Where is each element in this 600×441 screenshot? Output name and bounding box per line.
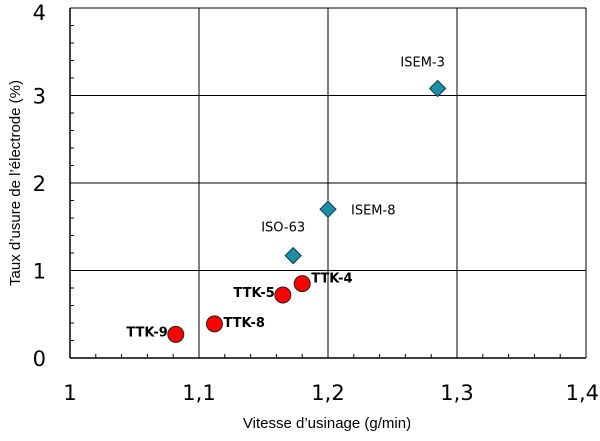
point-label: ISEM-8	[351, 203, 395, 218]
diamond-marker	[284, 246, 302, 265]
x-tick-label: 1,4	[566, 381, 599, 405]
grid	[70, 7, 587, 358]
circle-marker	[205, 315, 223, 333]
circle-marker	[293, 275, 311, 293]
minor-ticks	[69, 7, 587, 359]
point-label: ISEM-3	[400, 56, 444, 71]
y-tick-label: 3	[33, 85, 46, 109]
diamond-marker	[319, 200, 337, 218]
point-label: TTK-9	[126, 325, 167, 340]
y-tick-label: 0	[33, 347, 46, 371]
circle-marker	[274, 286, 292, 304]
y-tick-label: 2	[33, 172, 46, 196]
x-tick-label: 1	[63, 381, 76, 405]
circle-marker	[167, 325, 185, 343]
x-tick-label: 1,3	[440, 381, 473, 405]
point-label: TTK-5	[233, 286, 274, 301]
y-axis-title: Taux d’usure de l’électrode (%)	[7, 80, 24, 286]
point-label: TTK-4	[311, 272, 352, 287]
diamond-marker	[428, 79, 447, 98]
point-labels: ISEM-3 ISEM-8 ISO-63 TTK-4 TTK-5 TTK-8 TTK-9	[126, 56, 445, 341]
y-tick-labels: 0 1 2 3 4	[33, 1, 46, 371]
y-tick-label: 1	[33, 260, 46, 284]
point-label: ISO-63	[261, 221, 305, 236]
x-tick-label: 1,1	[182, 381, 215, 405]
point-label: TTK-8	[223, 316, 264, 331]
x-tick-label: 1,2	[311, 381, 344, 405]
y-tick-label: 4	[33, 1, 46, 25]
x-tick-labels: 1 1,1 1,2 1,3 1,4	[63, 381, 599, 405]
data-points	[167, 79, 447, 343]
x-axis-title: Vitesse d’usinage (g/min)	[243, 415, 411, 432]
